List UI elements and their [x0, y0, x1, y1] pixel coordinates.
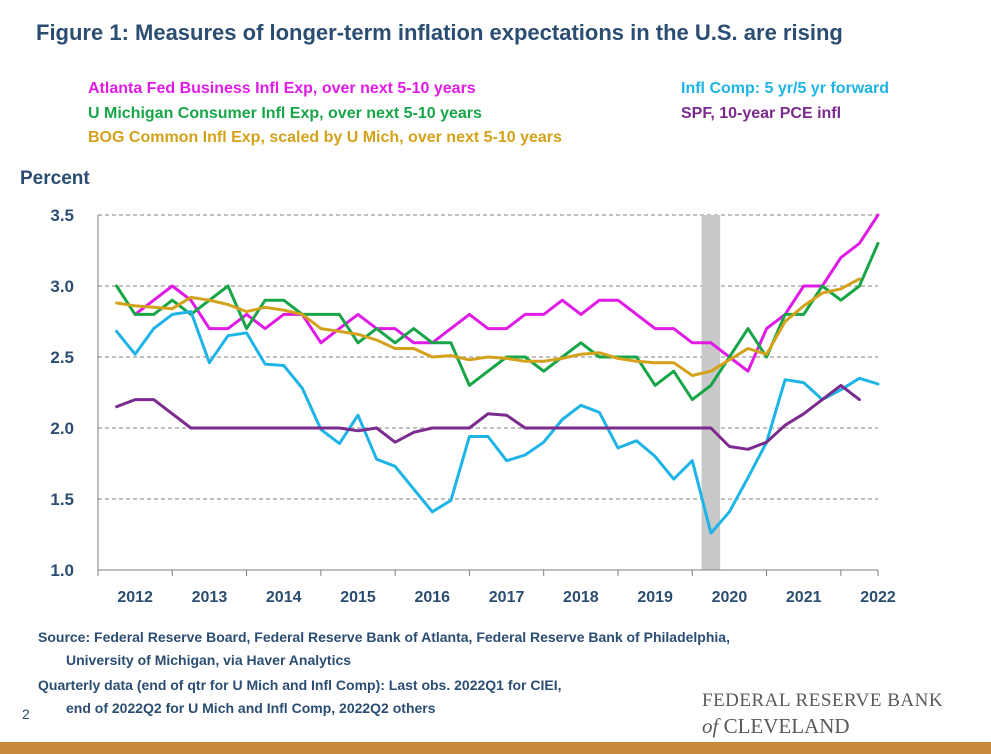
series-line-0 [133, 213, 880, 373]
source-line-3: Quarterly data (end of qtr for U Mich an… [38, 677, 562, 693]
series-line-4 [115, 383, 861, 451]
y-tick-label-3.5: 3.5 [50, 206, 74, 225]
federal-reserve-logo: FEDERAL RESERVE BANK of CLEVELAND [702, 690, 943, 739]
legend-entry-u-michigan: U Michigan Consumer Infl Exp, over next … [88, 105, 482, 122]
x-tick-label-2013: 2013 [192, 589, 228, 606]
logo-cleveland: CLEVELAND [723, 714, 850, 738]
logo-line-1: FEDERAL RESERVE BANK [702, 690, 944, 711]
legend-entry-infl-comp: Infl Comp: 5 yr/5 yr forward [681, 80, 890, 97]
x-tick-label-2022: 2022 [860, 589, 896, 606]
footer-bar [0, 742, 991, 754]
legend-entry-spf: SPF, 10-year PCE infl [681, 105, 842, 122]
x-tick-label-2015: 2015 [340, 589, 376, 606]
y-tick-label-1.0: 1.0 [50, 561, 74, 580]
x-tick-label-2014: 2014 [266, 589, 302, 606]
y-tick-label-1.5: 1.5 [50, 490, 74, 509]
x-tick-label-2021: 2021 [786, 589, 822, 606]
y-tick-label-2.0: 2.0 [50, 419, 74, 438]
x-tick-label-2016: 2016 [414, 589, 450, 606]
logo-of: of [702, 714, 719, 738]
x-tick-label-2020: 2020 [712, 589, 748, 606]
series-line-2 [115, 277, 861, 377]
series-line-3 [115, 310, 880, 535]
source-line-2: University of Michigan, via Haver Analyt… [66, 652, 352, 668]
legend-entry-atlanta-fed: Atlanta Fed Business Infl Exp, over next… [88, 80, 476, 97]
x-tick-label-2012: 2012 [117, 589, 153, 606]
source-line-4: end of 2022Q2 for U Mich and Infl Comp, … [66, 700, 436, 716]
legend-entry-bog-common: BOG Common Infl Exp, scaled by U Mich, o… [88, 129, 562, 146]
y-axis-label: Percent [20, 168, 90, 189]
line-chart: 1.0 1.5 2.0 2.5 3.0 3.5 2012 2013 2014 2015 2016 20… [50, 206, 896, 606]
page-title: Figure 1: Measures of longer-term inflat… [36, 20, 843, 45]
y-tick-label-3.0: 3.0 [50, 277, 74, 296]
logo-line-2: of CLEVELAND [702, 714, 943, 739]
source-line-1: Source: Federal Reserve Board, Federal R… [38, 629, 730, 645]
x-tick-label-2019: 2019 [637, 589, 673, 606]
series-line-1 [115, 241, 880, 402]
x-tick-label-2017: 2017 [489, 589, 525, 606]
x-tick-label-2018: 2018 [563, 589, 599, 606]
page-number: 2 [22, 706, 30, 722]
recession-shading [701, 215, 721, 570]
y-tick-label-2.5: 2.5 [50, 348, 74, 367]
